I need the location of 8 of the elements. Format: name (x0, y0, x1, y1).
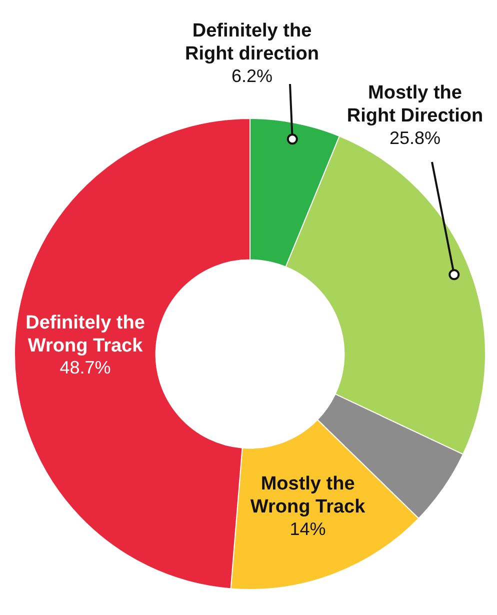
slice-label: Mostly the Right Direction (346, 82, 484, 127)
data-label: 14% (290, 518, 326, 539)
data-label: 6.2% (231, 66, 273, 86)
data-label: 25.8% (389, 128, 441, 148)
slice-label: Definitely the Right direction (184, 20, 320, 65)
slice-label: Mostly the Wrong Track (250, 474, 366, 518)
slice-label: Definitely the Wrong Track (26, 312, 145, 357)
data-label: 48.7% (60, 358, 111, 378)
